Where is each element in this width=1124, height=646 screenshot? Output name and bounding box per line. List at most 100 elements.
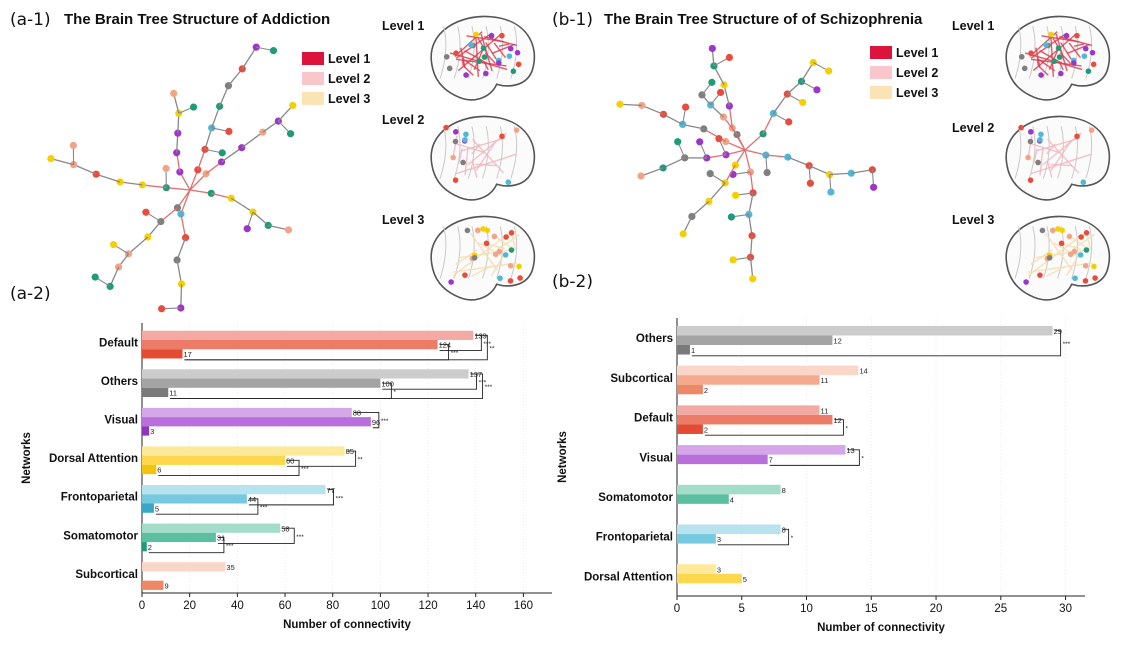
brain-edge xyxy=(1033,148,1038,164)
brain-node xyxy=(1056,54,1063,60)
brain-node xyxy=(499,32,505,39)
tree-node xyxy=(725,53,733,62)
panel-title-a1: The Brain Tree Structure of Addiction xyxy=(64,11,331,28)
significance-mark: *** xyxy=(260,505,268,512)
bar-value-label: 11 xyxy=(820,376,828,385)
brain-edge xyxy=(475,140,497,172)
brain-edge xyxy=(1039,50,1062,64)
brain-node xyxy=(463,131,469,138)
bar xyxy=(142,378,381,388)
brain-edge xyxy=(1044,232,1073,271)
bar xyxy=(142,464,157,475)
brain-edge xyxy=(1033,248,1089,259)
bar-value-label: 100 xyxy=(381,379,394,388)
significance-mark: *** xyxy=(451,350,459,357)
brain-b-level-2 xyxy=(1005,115,1111,201)
category-label: Frontoparietal xyxy=(596,532,673,544)
brain-sulcus xyxy=(1071,126,1079,179)
brain-node xyxy=(508,230,515,236)
brain-edge xyxy=(471,161,478,178)
tree-node xyxy=(170,89,178,97)
tree-node xyxy=(825,67,833,75)
brain-node xyxy=(1074,133,1080,140)
tree-edge xyxy=(120,181,143,186)
bar xyxy=(677,414,833,425)
bar-value-label: 96 xyxy=(372,418,380,427)
tree-node xyxy=(725,102,733,110)
brain-node xyxy=(1082,263,1089,269)
x-axis-label: Number of connectivity xyxy=(817,622,945,634)
legend-swatch xyxy=(870,66,892,79)
brain-node xyxy=(1023,279,1029,285)
tree-edge xyxy=(762,113,774,135)
bar xyxy=(142,562,226,572)
brain-node xyxy=(495,60,502,66)
bar-value-label: 77 xyxy=(327,486,335,495)
tree-edge xyxy=(640,167,664,177)
brain-node xyxy=(1074,32,1080,39)
tree-node xyxy=(679,230,687,238)
bar-value-label: 58 xyxy=(281,524,289,533)
brain-node xyxy=(1038,72,1044,78)
panel-label-a2: (a-2) xyxy=(10,284,51,304)
x-tick-label: 5 xyxy=(739,603,745,615)
brain-node xyxy=(1078,234,1084,240)
tree-node xyxy=(720,81,728,89)
brain-level-label-a: Level 3 xyxy=(382,213,424,227)
tree-addiction xyxy=(47,43,297,313)
bar xyxy=(142,417,371,427)
brain-node xyxy=(1018,53,1025,60)
bar-value-label: 3 xyxy=(717,535,721,544)
significance-bracket xyxy=(217,527,295,544)
legend-a1: Level 1 Level 2 Level 3 xyxy=(302,52,370,106)
brain-level-label-b: Level 3 xyxy=(952,213,994,227)
tree-edge xyxy=(176,189,191,209)
tree-edge xyxy=(722,116,738,135)
brain-node xyxy=(452,138,459,145)
tree-edge xyxy=(241,46,257,70)
bar xyxy=(677,405,820,415)
bar xyxy=(142,369,469,379)
significance-bracket xyxy=(717,528,790,546)
bar-value-label: 3 xyxy=(150,427,154,436)
brain-node xyxy=(497,275,503,282)
tree-node xyxy=(827,188,835,196)
bar xyxy=(677,335,833,346)
brain-edge xyxy=(1065,253,1081,277)
significance-mark: *** xyxy=(485,384,493,391)
brain-node xyxy=(1081,53,1088,59)
brain-node xyxy=(460,159,466,166)
bar-value-label: 88 xyxy=(353,409,361,418)
brain-node xyxy=(1048,31,1054,38)
brain-edge xyxy=(1050,140,1072,172)
tree-node xyxy=(177,210,185,218)
x-tick-label: 15 xyxy=(865,603,878,615)
brain-edge xyxy=(1053,242,1079,258)
brain-edge xyxy=(1047,138,1080,174)
brain-sulcus xyxy=(482,126,489,179)
x-tick-label: 160 xyxy=(514,600,533,612)
tree-edge xyxy=(241,131,264,149)
brain-node xyxy=(473,31,479,38)
tree-node xyxy=(69,141,77,150)
tree-edge xyxy=(180,283,183,308)
tree-edge xyxy=(800,62,814,82)
brain-a-level-2 xyxy=(430,115,536,201)
bar xyxy=(142,494,247,504)
brain-level-label-b: Level 1 xyxy=(952,19,994,33)
brain-node xyxy=(513,127,520,133)
brain-sulcus xyxy=(1014,226,1022,279)
brain-edge xyxy=(452,262,518,273)
brain-node xyxy=(507,45,514,52)
tree-node xyxy=(715,135,723,143)
brain-level-label-a: Level 2 xyxy=(382,113,424,127)
tree-edge xyxy=(221,147,243,163)
bar xyxy=(677,454,768,465)
significance-mark: *** xyxy=(301,466,309,473)
x-tick-label: 30 xyxy=(1059,603,1072,615)
brain-edge xyxy=(469,232,498,271)
brain-sulcus xyxy=(453,126,461,179)
tree-node xyxy=(91,273,99,281)
brain-node xyxy=(1090,61,1097,68)
